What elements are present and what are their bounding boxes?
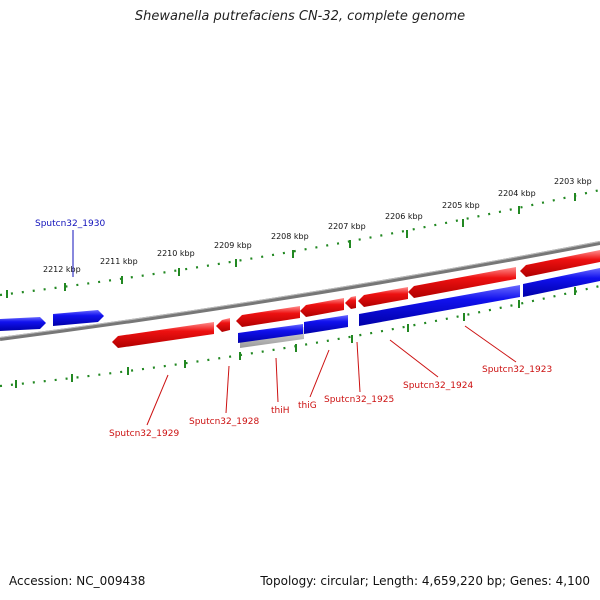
gene-label-sputcn32-1929: Sputcn32_1929 <box>109 429 179 439</box>
topology-text: Topology: circular; Length: 4,659,220 bp… <box>260 574 590 588</box>
kbp-label: 2212 kbp <box>43 265 81 274</box>
map-title: Shewanella putrefaciens CN-32, complete … <box>134 9 466 24</box>
gene-label-sputcn32-1930: Sputcn32_1930 <box>35 219 105 229</box>
kbp-label: 2204 kbp <box>498 189 536 198</box>
kbp-label: 2203 kbp <box>554 177 592 186</box>
forward-strand-genes <box>112 250 600 348</box>
gene-sputcn32-1928 <box>216 318 230 332</box>
major-ticks-upper <box>6 193 576 298</box>
gene-blue-mid <box>238 324 303 343</box>
gene-blue-thiG-region <box>304 315 348 334</box>
gene-blue-left-1 <box>0 317 46 331</box>
gene-thiG <box>300 298 344 317</box>
label-leaders <box>72 230 517 426</box>
kbp-label: 2209 kbp <box>214 241 252 250</box>
kbp-label: 2205 kbp <box>442 201 480 210</box>
genome-backbone <box>0 241 600 341</box>
reverse-strand-genes <box>0 268 600 348</box>
gene-labels: Sputcn32_1930 Sputcn32_1929 Sputcn32_192… <box>35 219 552 439</box>
gene-thiH <box>236 306 300 327</box>
kbp-label: 2208 kbp <box>271 232 309 241</box>
major-ticks-lower <box>15 287 576 388</box>
gene-blue-long <box>359 285 520 326</box>
kbp-tick-labels: 2212 kbp 2211 kbp 2210 kbp 2209 kbp 2208… <box>43 177 592 274</box>
kbp-label: 2206 kbp <box>385 212 423 221</box>
gene-label-thiH: thiH <box>271 406 290 416</box>
gene-label-thiG: thiG <box>298 401 317 411</box>
gene-sputcn32-1930 <box>53 310 104 326</box>
gene-blue-right <box>523 268 600 297</box>
gene-sputcn32-1924 <box>358 287 408 307</box>
kbp-label: 2210 kbp <box>157 249 195 258</box>
kbp-label: 2207 kbp <box>328 222 366 231</box>
kbp-label: 2211 kbp <box>100 257 138 266</box>
gene-label-sputcn32-1924: Sputcn32_1924 <box>403 381 473 391</box>
gene-sputcn32-1923 <box>408 267 516 298</box>
gene-sputcn32-1925 <box>345 296 356 309</box>
gene-label-sputcn32-1923: Sputcn32_1923 <box>482 365 552 375</box>
gene-red-right <box>520 250 600 277</box>
gene-sputcn32-1929 <box>112 322 214 348</box>
gene-label-sputcn32-1928: Sputcn32_1928 <box>189 417 259 427</box>
gene-label-sputcn32-1925: Sputcn32_1925 <box>324 395 394 405</box>
accession-text: Accession: NC_009438 <box>9 574 146 588</box>
